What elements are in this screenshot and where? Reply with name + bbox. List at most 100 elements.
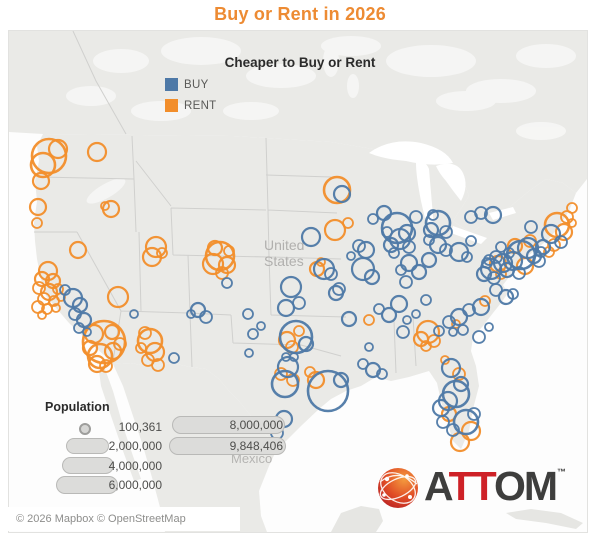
bubble-rent[interactable] [47, 138, 69, 160]
bubble-buy[interactable] [242, 308, 254, 320]
bubble-buy[interactable] [410, 263, 428, 281]
bubble-buy[interactable] [375, 204, 393, 222]
bubble-buy[interactable] [396, 325, 410, 339]
bubble-buy[interactable] [168, 352, 180, 364]
bubble-buy[interactable] [462, 303, 476, 317]
bubble-buy[interactable] [186, 309, 196, 319]
bubble-buy[interactable] [276, 355, 300, 379]
bubble-buy[interactable] [247, 328, 259, 340]
bubble-buy[interactable] [440, 357, 462, 379]
bubble-buy[interactable] [487, 271, 501, 285]
bubble-buy[interactable] [436, 415, 450, 429]
bubble-rent[interactable] [566, 202, 578, 214]
bubble-rent[interactable] [138, 326, 152, 340]
bubble-buy[interactable] [363, 268, 381, 286]
bubble-rent[interactable] [141, 246, 163, 268]
bubble-rent[interactable] [144, 341, 166, 363]
bubble-buy[interactable] [439, 243, 453, 257]
bubble-buy[interactable] [420, 251, 438, 269]
bubble-buy[interactable] [381, 226, 393, 238]
bubble-buy[interactable] [73, 322, 85, 334]
bubble-buy[interactable] [532, 254, 546, 268]
bubble-buy[interactable] [389, 294, 409, 314]
bubble-buy[interactable] [481, 257, 493, 269]
bubble-buy[interactable] [449, 307, 469, 327]
bubble-buy[interactable] [428, 235, 448, 255]
bubble-buy[interactable] [461, 251, 473, 263]
bubble-buy[interactable] [467, 407, 481, 421]
bubble-buy[interactable] [399, 253, 419, 273]
bubble-rent[interactable] [37, 310, 47, 320]
bubble-rent[interactable] [31, 171, 51, 191]
bubble-buy[interactable] [524, 220, 538, 234]
bubble-buy[interactable] [352, 239, 366, 253]
bubble-buy[interactable] [279, 275, 303, 299]
bubble-rent[interactable] [554, 222, 574, 242]
bubble-buy[interactable] [300, 226, 322, 248]
bubble-rent[interactable] [68, 240, 88, 260]
map-attribution[interactable]: © 2026 Mapbox © OpenStreetMap [8, 507, 240, 531]
bubble-rent[interactable] [29, 151, 57, 179]
bubble-rent[interactable] [100, 201, 110, 211]
bubble-buy[interactable] [395, 264, 407, 276]
bubble-buy[interactable] [221, 277, 233, 289]
bubble-buy[interactable] [457, 324, 469, 336]
bubble-rent[interactable] [306, 370, 326, 390]
bubble-rent[interactable] [113, 337, 127, 351]
bubble-rent[interactable] [106, 285, 130, 309]
bubble-rent[interactable] [99, 359, 113, 373]
bubble-buy[interactable] [497, 288, 515, 306]
bubble-buy[interactable] [535, 246, 547, 258]
bubble-buy[interactable] [503, 247, 515, 259]
bubble-rent[interactable] [547, 238, 561, 252]
bubble-buy[interactable] [507, 288, 519, 300]
bubble-buy[interactable] [332, 371, 350, 389]
bubble-buy[interactable] [442, 315, 456, 329]
bubble-buy[interactable] [420, 294, 432, 306]
bubble-rent[interactable] [32, 281, 46, 295]
bubble-buy[interactable] [472, 330, 486, 344]
bubble-buy[interactable] [402, 315, 412, 325]
bubble-rent[interactable] [223, 245, 235, 257]
bubble-buy[interactable] [483, 254, 495, 266]
bubble-buy[interactable] [382, 236, 400, 254]
bubble-buy[interactable] [433, 325, 445, 337]
bubble-buy[interactable] [484, 322, 494, 332]
bubble-buy[interactable] [244, 348, 254, 358]
bubble-buy[interactable] [270, 369, 300, 399]
bubble-buy[interactable] [332, 282, 346, 296]
bubble-buy[interactable] [129, 309, 139, 319]
bubble-buy[interactable] [471, 297, 491, 317]
bubble-buy[interactable] [373, 303, 385, 315]
bubble-rent[interactable] [81, 339, 99, 357]
bubble-buy[interactable] [452, 375, 470, 393]
size-shape-6[interactable] [169, 437, 286, 455]
bubble-buy[interactable] [82, 327, 92, 337]
bubble-rent[interactable] [135, 342, 147, 354]
bubble-buy[interactable] [376, 368, 388, 380]
bubble-buy[interactable] [424, 209, 452, 237]
bubble-rent[interactable] [567, 218, 577, 228]
bubble-buy[interactable] [332, 184, 352, 204]
size-shape-2[interactable] [66, 438, 109, 454]
bubble-rent[interactable] [30, 137, 68, 175]
bubble-rent[interactable] [151, 358, 165, 372]
bubble-buy[interactable] [512, 266, 526, 280]
bubble-buy[interactable] [402, 240, 416, 254]
bubble-buy[interactable] [356, 240, 376, 260]
bubble-buy[interactable] [446, 423, 460, 437]
bubble-buy[interactable] [256, 321, 266, 331]
bubble-rent[interactable] [206, 239, 224, 257]
bubble-rent[interactable] [28, 197, 48, 217]
bubble-buy[interactable] [297, 335, 315, 353]
bubble-buy[interactable] [411, 309, 421, 319]
bubble-buy[interactable] [399, 275, 413, 289]
bubble-rent[interactable] [86, 141, 108, 163]
bubble-buy[interactable] [465, 235, 477, 247]
bubble-buy[interactable] [346, 251, 356, 261]
bubble-rent[interactable] [33, 270, 51, 288]
bubble-rent[interactable] [420, 340, 432, 352]
bubble-buy[interactable] [422, 221, 440, 239]
bubble-buy[interactable] [489, 250, 503, 264]
bubble-buy[interactable] [448, 327, 458, 337]
